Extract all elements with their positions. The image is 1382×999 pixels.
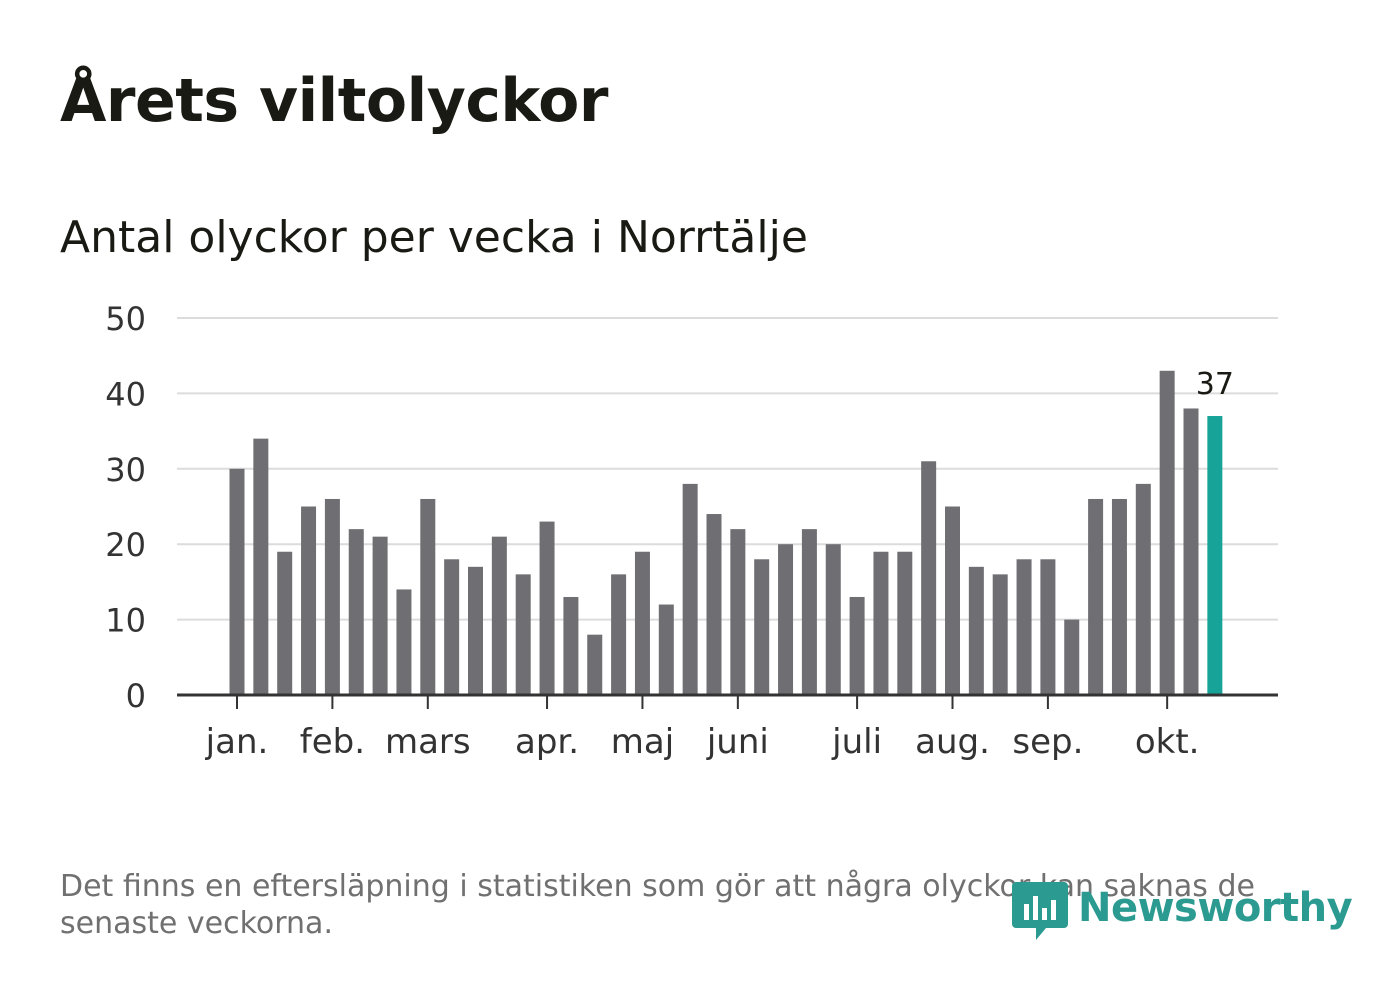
bar bbox=[444, 559, 460, 695]
bar bbox=[1183, 408, 1199, 695]
x-tick-label: mars bbox=[385, 722, 471, 762]
bar bbox=[348, 529, 364, 695]
bar bbox=[1088, 498, 1104, 695]
x-tick-label: aug. bbox=[915, 722, 990, 762]
bar bbox=[849, 596, 865, 695]
y-axis-ticks: 0 10 20 30 40 50 bbox=[105, 300, 146, 715]
x-tick-label: jan. bbox=[205, 722, 269, 762]
bar bbox=[420, 498, 436, 695]
x-tick-label: juli bbox=[831, 722, 882, 762]
chart-subtitle: Antal olyckor per vecka i Norrtälje bbox=[60, 212, 808, 263]
bar bbox=[491, 536, 507, 695]
bar bbox=[873, 551, 889, 695]
highlight-bar bbox=[1207, 416, 1223, 695]
bar bbox=[658, 604, 674, 695]
highlight-value-label: 37 bbox=[1196, 367, 1234, 402]
x-tick-label: maj bbox=[611, 722, 674, 762]
bar bbox=[825, 544, 841, 695]
bar bbox=[1159, 370, 1175, 695]
x-tick-label: sep. bbox=[1012, 722, 1083, 762]
brand-name: Newsworthy bbox=[1078, 885, 1353, 931]
bar bbox=[563, 596, 579, 695]
y-tick-label: 0 bbox=[126, 677, 146, 715]
y-tick-label: 20 bbox=[105, 526, 146, 564]
brand-logo: Newsworthy bbox=[1010, 874, 1353, 942]
x-axis-ticks: jan. feb. mars apr. maj juni juli aug. sep. okt. bbox=[205, 695, 1200, 762]
y-tick-label: 30 bbox=[105, 451, 146, 489]
bar bbox=[992, 574, 1008, 695]
bar bbox=[396, 589, 412, 695]
x-tick-label: feb. bbox=[300, 722, 365, 762]
y-tick-label: 50 bbox=[105, 300, 146, 338]
bar bbox=[778, 544, 794, 695]
bar bbox=[229, 468, 245, 695]
bar bbox=[754, 559, 770, 695]
bar bbox=[372, 536, 388, 695]
chart-title: Årets viltolyckor bbox=[60, 66, 609, 136]
bar bbox=[968, 566, 984, 695]
bar bbox=[253, 438, 269, 695]
bar bbox=[539, 521, 555, 695]
bar bbox=[468, 566, 483, 695]
data-labels: 37 bbox=[1196, 367, 1234, 402]
bar bbox=[1064, 619, 1080, 695]
y-tick-label: 10 bbox=[105, 602, 146, 640]
bar bbox=[611, 574, 627, 695]
bar bbox=[682, 483, 698, 695]
bar bbox=[945, 506, 960, 695]
bar bbox=[730, 529, 746, 695]
newsworthy-chart-bubble-icon bbox=[1012, 882, 1068, 940]
x-tick-label: apr. bbox=[515, 722, 579, 762]
bar-chart: 0 10 20 30 40 50 jan. feb. mars apr. maj juni juli a… bbox=[105, 300, 1278, 762]
bar bbox=[301, 506, 317, 695]
x-tick-label: okt. bbox=[1135, 722, 1200, 762]
bar bbox=[324, 498, 340, 695]
bar bbox=[1040, 559, 1056, 695]
bar bbox=[634, 551, 650, 695]
bars bbox=[229, 370, 1223, 695]
bar bbox=[1111, 498, 1127, 695]
bar bbox=[587, 634, 603, 695]
bar bbox=[801, 529, 817, 695]
x-tick-label: juni bbox=[706, 722, 769, 762]
bar bbox=[706, 514, 722, 695]
bar bbox=[1016, 559, 1032, 695]
bar bbox=[277, 551, 293, 695]
y-tick-label: 40 bbox=[105, 375, 146, 413]
bar bbox=[1135, 483, 1151, 695]
bar bbox=[897, 551, 913, 695]
bar bbox=[921, 461, 937, 695]
bar bbox=[515, 574, 531, 695]
